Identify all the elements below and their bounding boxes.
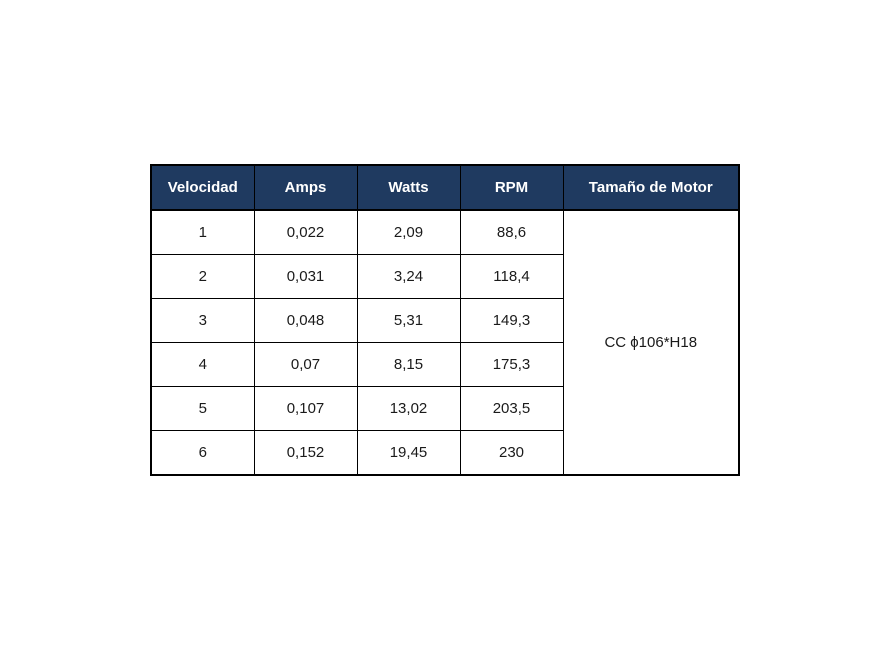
cell-amps: 0,022 [253,209,358,255]
cell-watts: 5,31 [356,298,461,343]
header-cell-rpm: RPM [459,164,564,211]
motor-spec-table: Velocidad Amps Watts RPM Tamaño de Motor… [150,164,740,476]
header-cell-velocidad: Velocidad [150,164,255,211]
table-row: 6 0,152 19,45 230 [150,430,739,476]
table-row: 3 0,048 5,31 149,3 [150,298,739,343]
cell-amps: 0,07 [253,342,358,387]
cell-watts: 19,45 [356,430,461,476]
cell-amps: 0,152 [253,430,358,476]
cell-velocidad: 5 [150,386,255,431]
cell-amps: 0,107 [253,386,358,431]
table-row: 1 0,022 2,09 88,6 CC ϕ106*H18 [150,209,740,476]
header-row: Velocidad Amps Watts RPM Tamaño de Motor [150,164,740,211]
cell-velocidad: 2 [150,254,255,299]
cell-amps: 0,048 [253,298,358,343]
cell-velocidad: 6 [150,430,255,476]
cell-rpm: 175,3 [459,342,564,387]
cell-velocidad: 1 [150,209,255,255]
cell-rpm: 118,4 [459,254,564,299]
header-cell-amps: Amps [253,164,358,211]
cell-amps: 0,031 [253,254,358,299]
header-cell-watts: Watts [356,164,461,211]
cell-watts: 2,09 [356,209,461,255]
cell-velocidad: 4 [150,342,255,387]
table-row: 5 0,107 13,02 203,5 [150,386,739,431]
cell-velocidad: 3 [150,298,255,343]
header-cell-motor: Tamaño de Motor [562,164,740,211]
cell-rpm: 88,6 [459,209,564,255]
cell-watts: 13,02 [356,386,461,431]
cell-rpm: 203,5 [459,386,564,431]
table-row: 4 0,07 8,15 175,3 [150,342,739,387]
cell-rpm: 149,3 [459,298,564,343]
cell-watts: 8,15 [356,342,461,387]
cell-watts: 3,24 [356,254,461,299]
cell-rpm: 230 [459,430,564,476]
table-row: 2 0,031 3,24 118,4 [150,254,739,299]
motor-size-cell: CC ϕ106*H18 [562,209,740,476]
